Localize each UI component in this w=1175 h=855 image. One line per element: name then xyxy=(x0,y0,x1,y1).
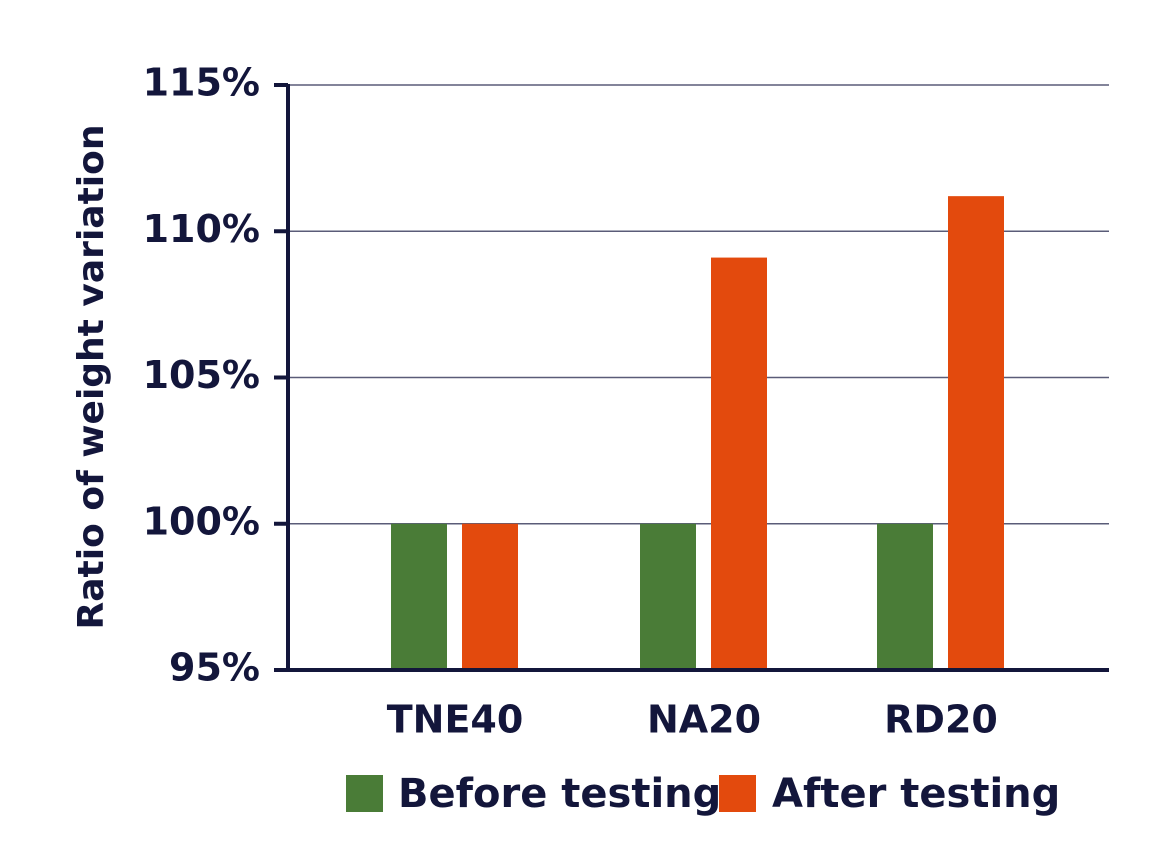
y-tick-label: 95% xyxy=(169,646,260,690)
x-tick-label: NA20 xyxy=(647,698,761,742)
legend-label: After testing xyxy=(772,771,1060,817)
y-tick-label: 100% xyxy=(143,499,260,543)
bar-after-testing-rd20 xyxy=(948,196,1004,670)
x-tick-label: TNE40 xyxy=(387,698,524,742)
bar-after-testing-na20 xyxy=(711,257,767,670)
bars xyxy=(391,196,1004,670)
y-tick-label: 110% xyxy=(143,207,260,251)
bar-after-testing-tne40 xyxy=(462,523,518,670)
y-tick-labels: 95% 100% 105% 110% 115% xyxy=(143,61,260,690)
y-tick-label: 105% xyxy=(143,353,260,397)
bar-before-testing-rd20 xyxy=(877,523,933,670)
y-tick-label: 115% xyxy=(143,61,260,105)
x-tick-labels: TNE40 NA20 RD20 xyxy=(387,698,998,742)
bar-before-testing-tne40 xyxy=(391,523,447,670)
legend: Before testing After testing xyxy=(346,771,1060,817)
x-tick-label: RD20 xyxy=(884,698,998,742)
y-axis-title: Ratio of weight variation xyxy=(71,125,112,630)
legend-swatch xyxy=(346,775,383,812)
bar-before-testing-na20 xyxy=(640,523,696,670)
legend-swatch xyxy=(719,775,756,812)
legend-label: Before testing xyxy=(398,771,721,817)
axes xyxy=(286,84,1109,672)
